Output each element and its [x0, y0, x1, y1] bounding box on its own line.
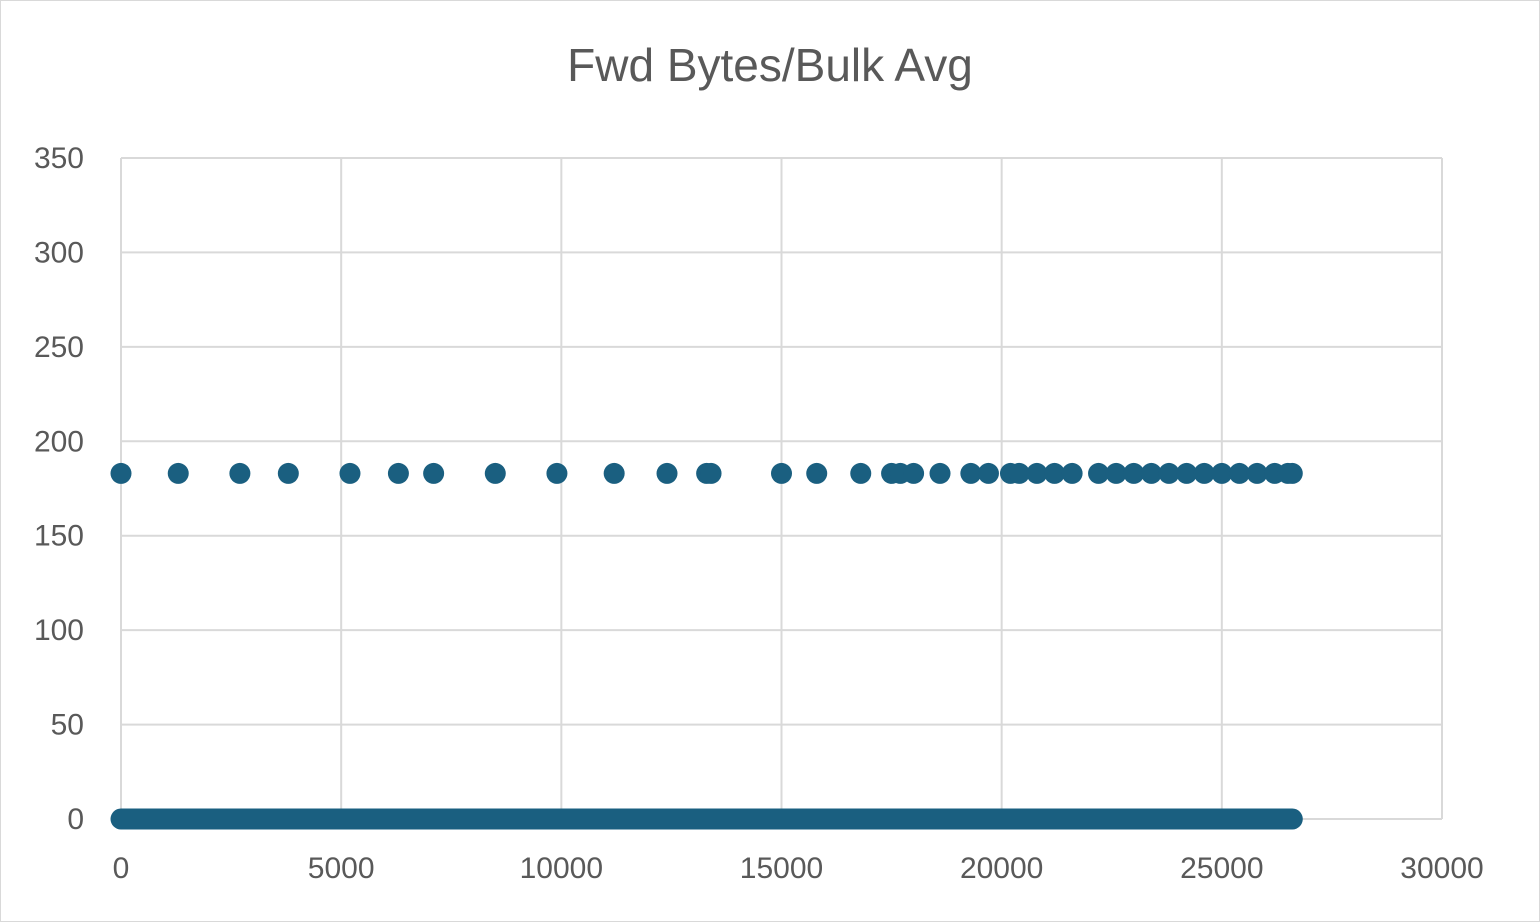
data-point: [850, 462, 872, 484]
data-point: [423, 462, 445, 484]
data-point: [1088, 462, 1110, 484]
data-point: [1176, 462, 1198, 484]
data-point: [929, 462, 951, 484]
data-point: [1211, 462, 1233, 484]
y-tick-label: 100: [34, 614, 84, 647]
data-point: [277, 462, 299, 484]
y-tick-label: 200: [34, 425, 84, 458]
x-tick-label: 10000: [520, 852, 603, 885]
x-tick-label: 5000: [308, 852, 375, 885]
x-tick-label: 30000: [1400, 852, 1483, 885]
data-point: [1061, 462, 1083, 484]
x-tick-label: 0: [113, 852, 130, 885]
chart-title: Fwd Bytes/Bulk Avg: [567, 39, 973, 91]
y-tick-label: 250: [34, 331, 84, 364]
x-tick-label: 15000: [740, 852, 823, 885]
data-point: [977, 462, 999, 484]
y-axis-tick-labels: 0 50 100 150 200 250 300 350: [34, 142, 84, 836]
y-tick-label: 0: [67, 803, 84, 836]
data-point: [1008, 462, 1030, 484]
x-axis-tick-labels: 0 5000 10000 15000 20000 25000 30000: [113, 852, 1484, 885]
data-point: [1044, 462, 1066, 484]
data-point: [1281, 462, 1303, 484]
x-tick-label: 25000: [1180, 852, 1263, 885]
data-point: [700, 462, 722, 484]
grid-lines: [120, 157, 1443, 820]
data-point: [771, 462, 792, 484]
data-point: [484, 462, 506, 484]
x-tick-label: 20000: [960, 852, 1043, 885]
data-point: [1123, 462, 1145, 484]
data-point: [1026, 462, 1048, 484]
data-point: [110, 462, 132, 484]
data-point: [387, 462, 409, 484]
data-point: [1158, 462, 1180, 484]
y-tick-label: 300: [34, 236, 84, 269]
data-point: [903, 462, 925, 484]
data-point: [339, 462, 361, 484]
data-point: [167, 462, 189, 484]
data-point: [546, 462, 568, 484]
data-points: [110, 462, 1303, 830]
data-point: [806, 462, 828, 484]
data-point: [603, 462, 625, 484]
data-point: [656, 462, 678, 484]
y-tick-label: 150: [34, 520, 84, 553]
data-point: [1228, 462, 1250, 484]
data-point: [960, 462, 982, 484]
data-point: [229, 462, 251, 484]
y-tick-label: 50: [51, 709, 84, 742]
data-point: [1246, 462, 1268, 484]
data-point: [1140, 462, 1162, 484]
y-tick-label: 350: [34, 142, 84, 175]
data-point: [1193, 462, 1215, 484]
data-point: [1105, 462, 1127, 484]
